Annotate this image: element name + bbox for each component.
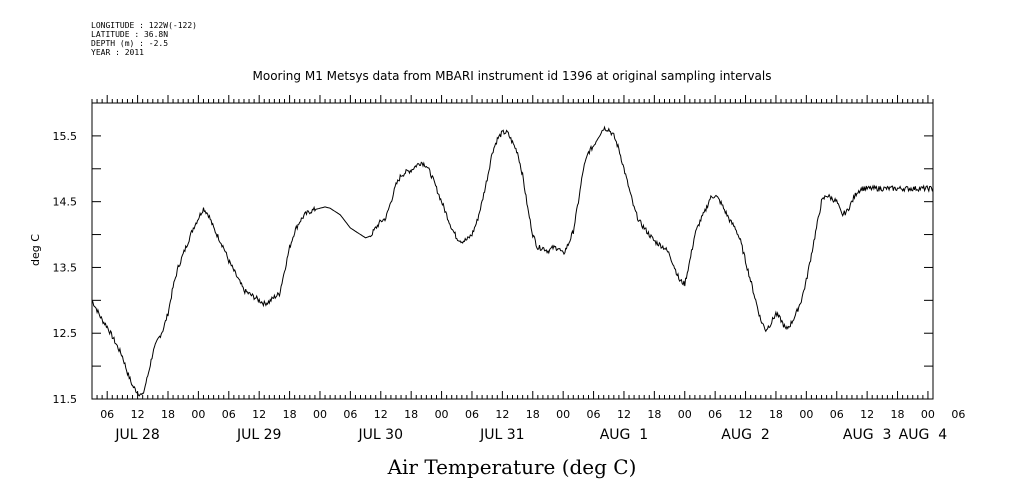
x-tick-label: 00	[191, 408, 205, 421]
x-tick-label: 00	[799, 408, 813, 421]
metadata-block: LONGITUDE : 122W(-122) LATITUDE : 36.8N …	[91, 21, 197, 57]
x-tick-label: 18	[404, 408, 418, 421]
x-tick-label: 12	[131, 408, 145, 421]
x-tick-label: 18	[283, 408, 297, 421]
y-axis: 11.5 12.5 13.5 14.5 15.5	[53, 102, 933, 406]
x-tick-label: 06	[708, 408, 722, 421]
x-tick-label: 00	[435, 408, 449, 421]
x-tick-label: 00	[313, 408, 327, 421]
y-tick-label: 11.5	[53, 393, 78, 406]
x-tick-label: 12	[252, 408, 266, 421]
x-tick-label: 06	[222, 408, 236, 421]
x-day-label: AUG 2	[721, 427, 769, 443]
x-tick-label: 06	[100, 408, 114, 421]
x-tick-label: 12	[860, 408, 874, 421]
x-tick-label: 06	[587, 408, 601, 421]
x-tick-label: 18	[769, 408, 783, 421]
x-tick-label: 06	[830, 408, 844, 421]
x-day-label: JUL 29	[236, 427, 281, 443]
plot-frame	[91, 102, 934, 400]
temperature-line	[91, 125, 934, 397]
x-tick-label: 00	[921, 408, 935, 421]
x-day-label: AUG 1	[600, 427, 648, 443]
x-day-label: JUL 31	[479, 427, 524, 443]
x-tick-label: 18	[161, 408, 175, 421]
x-tick-label: 12	[374, 408, 388, 421]
x-axis: 06 12 18 00 06 12 18 00 06 12 18 00 06 12 18 00 06 12 18 00…	[91, 95, 965, 443]
x-tick-label: 12	[739, 408, 753, 421]
longitude-label: LONGITUDE : 122W(-122)	[91, 21, 197, 30]
x-day-label: AUG 4	[899, 427, 948, 443]
x-axis-label: Air Temperature (deg C)	[387, 455, 637, 479]
y-tick-label: 12.5	[53, 327, 78, 340]
x-tick-label: 06	[465, 408, 479, 421]
x-tick-label: 00	[556, 408, 570, 421]
x-tick-label: 18	[526, 408, 540, 421]
x-day-label: JUL 30	[358, 427, 403, 443]
x-tick-label: 12	[495, 408, 509, 421]
x-tick-label: 00	[678, 408, 692, 421]
latitude-label: LATITUDE : 36.8N	[91, 30, 169, 39]
y-tick-label: 14.5	[53, 196, 78, 209]
year-label: YEAR : 2011	[91, 48, 144, 57]
x-day-label: JUL 28	[114, 427, 159, 443]
chart-title: Mooring M1 Metsys data from MBARI instru…	[253, 69, 772, 83]
x-day-label: AUG 3	[843, 427, 891, 443]
y-tick-label: 13.5	[53, 261, 78, 274]
y-tick-label: 15.5	[53, 130, 78, 143]
x-tick-label: 18	[891, 408, 905, 421]
x-tick-label: 06	[951, 408, 965, 421]
x-tick-label: 06	[343, 408, 357, 421]
y-axis-label: deg C	[29, 234, 42, 266]
depth-label: DEPTH (m) : -2.5	[91, 39, 169, 48]
x-tick-label: 12	[617, 408, 631, 421]
x-tick-label: 18	[647, 408, 661, 421]
